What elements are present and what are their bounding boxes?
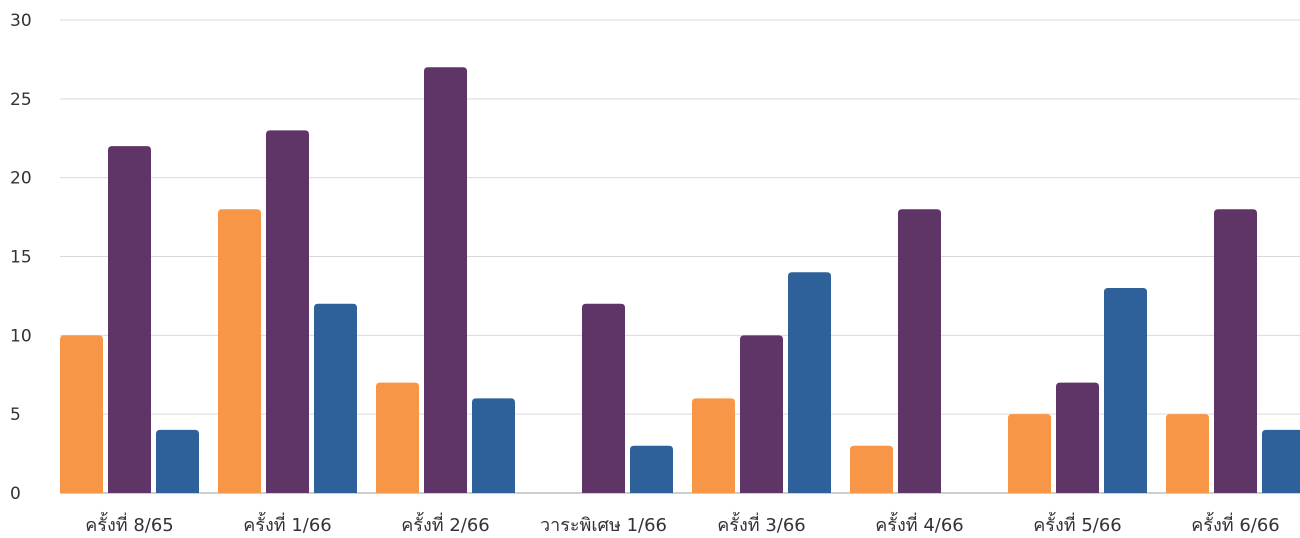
y-tick-label: 20 (10, 169, 32, 189)
y-tick-label: 0 (10, 484, 21, 504)
bar-series-1-category-8 (1166, 414, 1209, 493)
bar-series-3-category-8 (1262, 429, 1300, 493)
y-tick-label: 10 (10, 326, 32, 346)
bar-series-2-category-2 (266, 130, 309, 493)
bar-series-1-category-7 (1008, 414, 1051, 493)
bar-series-2-category-8 (1214, 209, 1257, 493)
bar-series-2-category-4 (582, 303, 625, 493)
bar-series-1-category-5 (692, 398, 735, 493)
bar-series-2-category-1 (108, 146, 151, 493)
bar-series-3-category-7 (1104, 288, 1147, 493)
bar-series-3-category-3 (472, 398, 515, 493)
y-tick-label: 5 (10, 405, 21, 425)
bar-series-3-category-1 (156, 429, 199, 493)
bar-series-3-category-2 (314, 303, 357, 493)
y-axis: 0 5 10 15 20 25 30 (10, 11, 32, 504)
bar-series-2-category-7 (1056, 382, 1099, 493)
x-axis: ครั้งที่ 8/65 ครั้งที่ 1/66 ครั้งที่ 2/66 ว… (85, 512, 1280, 536)
x-tick-label: ครั้งที่ 2/66 (401, 512, 490, 536)
bar-series-1-category-3 (376, 382, 419, 493)
bar-series-1-category-6 (850, 445, 893, 493)
x-tick-label: วาระพิเศษ 1/66 (540, 515, 667, 536)
x-tick-label: ครั้งที่ 8/65 (85, 512, 174, 536)
y-tick-label: 25 (10, 90, 32, 110)
x-tick-label: ครั้งที่ 4/66 (875, 512, 964, 536)
bar-series-2-category-3 (424, 67, 467, 494)
x-tick-label: ครั้งที่ 3/66 (717, 512, 806, 536)
bar-series-3-category-5 (788, 272, 831, 493)
y-tick-label: 30 (10, 11, 32, 31)
x-tick-label: ครั้งที่ 1/66 (243, 512, 332, 536)
bar-series-2-category-6 (898, 209, 941, 493)
bar-series-2-category-5 (740, 335, 783, 493)
bar-series-1-category-2 (218, 209, 261, 493)
y-tick-label: 15 (10, 248, 32, 268)
bar-series-3-category-4 (630, 445, 673, 493)
bars (60, 67, 1300, 494)
bar-series-1-category-1 (60, 335, 103, 493)
x-tick-label: ครั้งที่ 5/66 (1033, 512, 1122, 536)
x-tick-label: ครั้งที่ 6/66 (1191, 512, 1280, 536)
